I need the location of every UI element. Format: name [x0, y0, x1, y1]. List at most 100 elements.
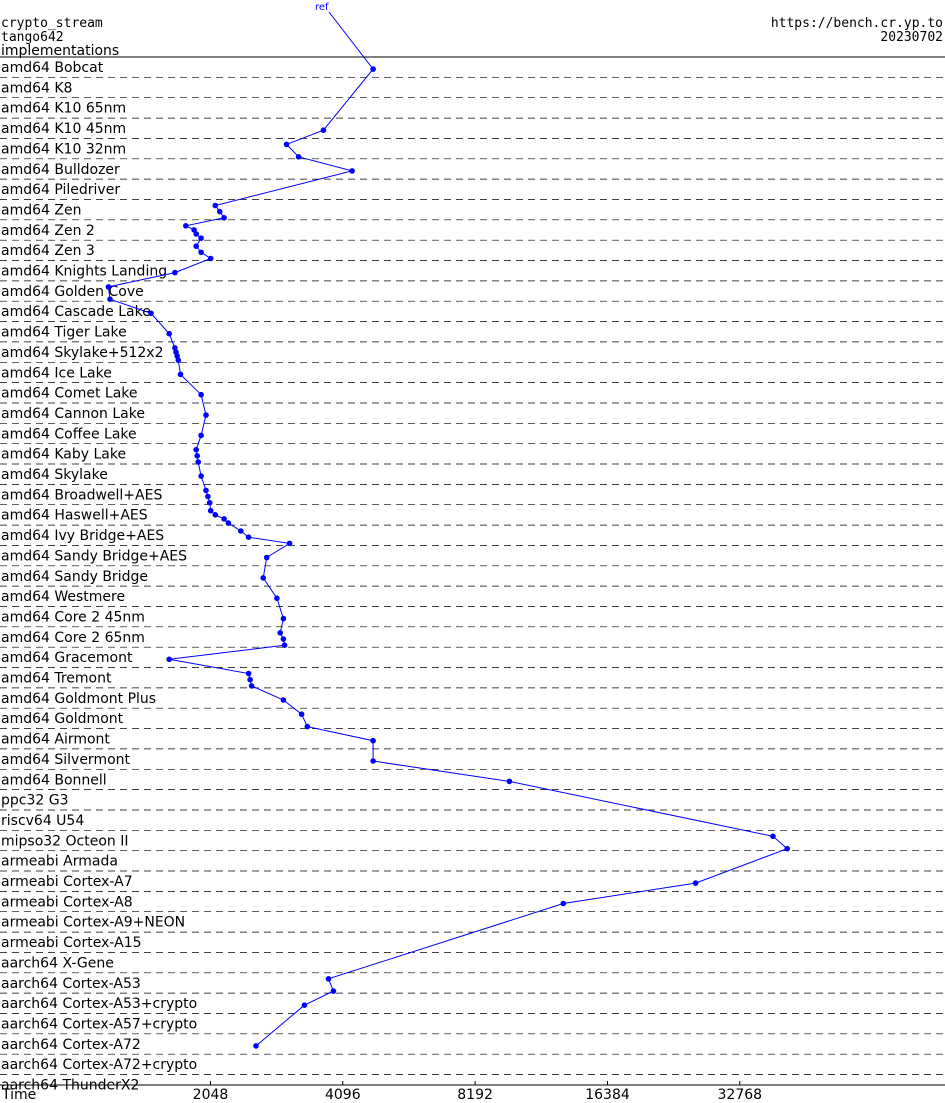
data-point	[221, 516, 227, 522]
x-tick-label: 2048	[193, 1087, 229, 1103]
x-tick-label: 16384	[585, 1087, 630, 1103]
category-label: amd64 Goldmont	[1, 711, 124, 727]
benchmark-date: 20230702	[880, 30, 943, 45]
data-point	[221, 215, 227, 221]
data-point	[320, 127, 327, 133]
category-label: amd64 Cannon Lake	[1, 406, 145, 422]
category-label: amd64 K10 32nm	[1, 141, 126, 157]
header: crypto_stream tango642 implementations h…	[1, 16, 943, 59]
series-line-ref	[107, 11, 789, 1047]
data-point	[286, 540, 293, 547]
data-point	[177, 371, 184, 378]
plot-area: ref	[105, 2, 790, 1049]
data-point	[260, 575, 267, 581]
x-axis-label: Time	[1, 1087, 36, 1103]
category-label: amd64 Cascade Lake	[1, 304, 151, 320]
site-url: https://bench.cr.yp.to	[771, 16, 943, 31]
category-label: armeabi Cortex-A15	[1, 935, 142, 951]
category-label: armeabi Armada	[1, 854, 118, 870]
category-label: amd64 K10 45nm	[1, 121, 126, 137]
series-label-ref: ref	[315, 2, 329, 13]
category-label: amd64 K8	[1, 80, 72, 96]
data-point	[370, 758, 376, 764]
data-point	[203, 412, 209, 418]
data-point	[205, 493, 211, 500]
data-point	[277, 630, 284, 636]
data-point	[370, 737, 376, 744]
implementation-name: tango642	[1, 30, 64, 45]
data-point	[263, 554, 270, 561]
category-label: amd64 Zen 2	[1, 223, 95, 239]
data-point	[248, 683, 255, 689]
data-point	[175, 357, 182, 364]
category-label: amd64 K10 65nm	[1, 101, 126, 117]
data-point	[281, 642, 288, 648]
data-point	[245, 670, 252, 677]
data-point	[166, 330, 172, 337]
category-label: amd64 Core 2 65nm	[1, 630, 145, 646]
data-point	[784, 845, 790, 852]
data-point	[198, 235, 204, 241]
category-label: aarch64 Cortex-A53	[1, 976, 141, 992]
x-tick-label: 8192	[457, 1087, 493, 1103]
data-point	[194, 453, 200, 459]
data-point	[280, 615, 287, 622]
data-point	[193, 231, 199, 237]
category-label: amd64 Westmere	[1, 589, 125, 605]
category-label: amd64 Skylake+512x2	[1, 345, 163, 361]
category-label: aarch64 Cortex-A53+crypto	[1, 996, 197, 1012]
category-label: amd64 Bobcat	[1, 60, 104, 76]
category-label: aarch64 Cortex-A72+crypto	[1, 1057, 197, 1073]
category-label: amd64 Zen 3	[1, 243, 95, 259]
data-point	[203, 487, 209, 494]
data-point	[247, 676, 253, 683]
category-label: amd64 Knights Landing	[1, 264, 167, 280]
category-label: mipso32 Octeon II	[1, 833, 129, 849]
category-label: armeabi Cortex-A7	[1, 874, 133, 890]
data-point	[560, 900, 567, 907]
primitive-name: crypto_stream	[1, 16, 103, 31]
data-point	[207, 255, 214, 262]
data-point	[692, 880, 699, 886]
category-label: amd64 Silvermont	[1, 752, 131, 768]
data-point	[280, 636, 287, 642]
category-label: amd64 Golden Cove	[1, 284, 144, 300]
data-point	[770, 833, 776, 840]
data-point	[172, 269, 178, 276]
data-point	[330, 988, 337, 994]
category-label: amd64 Gracemont	[1, 650, 133, 666]
category-label: riscv64 U54	[1, 813, 84, 829]
category-label: amd64 Goldmont Plus	[1, 691, 156, 707]
category-label: amd64 Ivy Bridge+AES	[1, 528, 164, 544]
data-point	[274, 595, 280, 601]
data-point	[193, 446, 199, 453]
category-rows: amd64 Bobcat amd64 K8 amd64 K10 65nm amd64 …	[0, 60, 945, 1094]
data-point	[295, 154, 302, 160]
data-point	[105, 284, 112, 290]
data-point	[195, 459, 201, 465]
data-point	[238, 528, 244, 534]
category-label: amd64 Sandy Bridge+AES	[1, 548, 187, 564]
category-label: amd64 Kaby Lake	[1, 447, 126, 463]
category-label: amd64 Bonnell	[1, 772, 107, 788]
category-label: amd64 Tiger Lake	[1, 325, 127, 341]
data-point	[245, 534, 252, 540]
data-point	[174, 353, 180, 359]
category-label: amd64 Broadwell+AES	[1, 487, 162, 503]
data-point	[253, 1043, 259, 1049]
data-point	[506, 778, 513, 785]
data-point	[304, 723, 311, 730]
category-label: amd64 Sandy Bridge	[1, 569, 148, 585]
data-point	[183, 223, 189, 229]
category-label: armeabi Cortex-A8	[1, 894, 133, 910]
category-label: aarch64 Cortex-A57+crypto	[1, 1017, 197, 1033]
x-tick-label: 32768	[718, 1087, 763, 1103]
category-label: armeabi Cortex-A9+NEON	[1, 915, 185, 931]
data-point	[198, 249, 204, 256]
x-tick-label: 4096	[325, 1087, 361, 1103]
data-point	[166, 656, 172, 663]
data-point	[148, 310, 154, 317]
category-label: aarch64 X-Gene	[1, 955, 114, 971]
category-label: amd64 Core 2 45nm	[1, 610, 145, 626]
